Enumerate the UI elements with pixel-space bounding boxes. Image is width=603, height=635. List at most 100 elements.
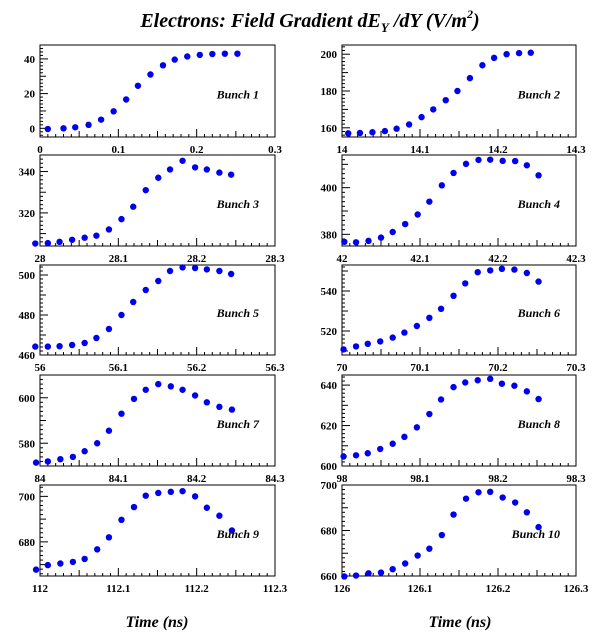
data-point — [44, 561, 52, 569]
x-tick-label: 84 — [35, 473, 47, 485]
data-point — [234, 50, 241, 57]
data-point — [130, 503, 138, 511]
y-tick-label: 620 — [321, 421, 338, 433]
bunch-label: Bunch 5 — [216, 306, 259, 320]
bunch-label: Bunch 8 — [517, 417, 560, 431]
data-point — [227, 171, 235, 178]
data-point — [118, 215, 125, 223]
data-point — [430, 106, 437, 113]
data-point — [81, 555, 88, 563]
data-point — [414, 552, 421, 559]
data-point — [535, 523, 542, 531]
data-point — [56, 343, 63, 350]
y-tick-label: 500 — [19, 270, 36, 282]
data-point — [405, 121, 413, 128]
data-point — [216, 267, 223, 275]
data-point — [227, 270, 235, 278]
data-point — [511, 266, 518, 273]
data-point — [142, 186, 149, 194]
data-point — [216, 403, 223, 411]
data-point — [352, 239, 360, 246]
data-point — [462, 379, 469, 386]
x-tick-label: 84.1 — [109, 473, 128, 485]
data-point — [462, 160, 470, 168]
data-point — [414, 211, 421, 218]
x-axis-label-left: Time (ns) — [126, 614, 189, 631]
data-point — [345, 130, 352, 137]
data-point — [228, 527, 236, 534]
panel-bunch-8: 98 98.1 98.2 98.3 600 620 640 Bunch 8 — [321, 374, 586, 485]
x-tick-label: 112 — [32, 583, 48, 595]
data-point — [462, 495, 470, 502]
data-point — [527, 49, 534, 56]
data-point — [487, 267, 494, 274]
data-point — [167, 488, 175, 496]
x-tick-label: 112.1 — [106, 583, 130, 595]
data-point — [474, 377, 481, 384]
data-point — [369, 129, 376, 136]
data-point — [389, 440, 396, 447]
data-point — [69, 453, 77, 461]
data-point — [340, 346, 347, 353]
data-point — [523, 509, 531, 516]
y-tick-label: 540 — [321, 286, 338, 298]
y-tick-label: 40 — [24, 54, 36, 66]
data-point — [401, 329, 408, 336]
data-point — [535, 278, 542, 285]
data-point — [203, 504, 211, 511]
data-point — [401, 560, 409, 567]
data-point — [499, 494, 506, 501]
y-tick-label: 340 — [19, 167, 36, 179]
data-point — [393, 125, 400, 132]
data-point — [130, 203, 137, 210]
data-point — [155, 174, 162, 181]
data-point — [381, 127, 389, 135]
data-point — [341, 238, 348, 245]
y-tick-label: 600 — [19, 393, 36, 405]
x-tick-label: 70.3 — [566, 362, 586, 374]
data-point — [216, 512, 223, 519]
data-point — [523, 269, 531, 277]
data-point — [179, 487, 186, 495]
data-point — [487, 375, 494, 383]
data-point — [426, 198, 433, 205]
data-point — [93, 546, 101, 553]
x-tick-label: 28.3 — [265, 253, 285, 265]
x-axis-label-right: Time (ns) — [429, 614, 492, 631]
figure-title: Electrons: Field Gradient dEY /dY (V/m2) — [139, 7, 479, 35]
x-tick-label: 56.2 — [187, 362, 207, 374]
data-point — [191, 164, 199, 171]
y-tick-label: 20 — [24, 89, 36, 101]
title-subscript: Y — [381, 20, 390, 35]
data-point — [377, 445, 384, 453]
y-tick-label: 700 — [321, 480, 338, 492]
data-point — [450, 383, 457, 391]
data-point — [32, 240, 39, 247]
data-point — [364, 450, 371, 457]
data-point — [60, 125, 67, 132]
y-tick-label: 660 — [321, 571, 338, 583]
data-point — [179, 157, 186, 164]
y-tick-label: 400 — [321, 183, 338, 195]
panel-bunch-10: 126 126.1 126.2 126.3 660 680 700 Bunch 10 — [321, 480, 589, 595]
data-point — [118, 311, 125, 319]
data-point — [72, 124, 79, 131]
data-point — [487, 488, 494, 496]
data-point — [352, 452, 360, 459]
data-point — [454, 87, 461, 95]
data-point — [44, 458, 52, 465]
data-point — [105, 325, 113, 333]
data-point — [523, 388, 531, 395]
data-point — [352, 572, 360, 579]
x-tick-label: 70.2 — [488, 362, 508, 374]
data-point — [44, 125, 52, 133]
y-tick-label: 180 — [321, 86, 338, 98]
x-tick-label: 126.3 — [564, 583, 589, 595]
data-point — [191, 493, 199, 500]
panel-bunch-1: 0 0.1 0.2 0.3 0 20 40 Bunch 1 — [24, 44, 282, 156]
data-point — [56, 238, 63, 246]
data-point — [535, 395, 542, 403]
data-point — [450, 292, 457, 299]
data-point — [105, 534, 113, 541]
data-point — [32, 343, 39, 350]
